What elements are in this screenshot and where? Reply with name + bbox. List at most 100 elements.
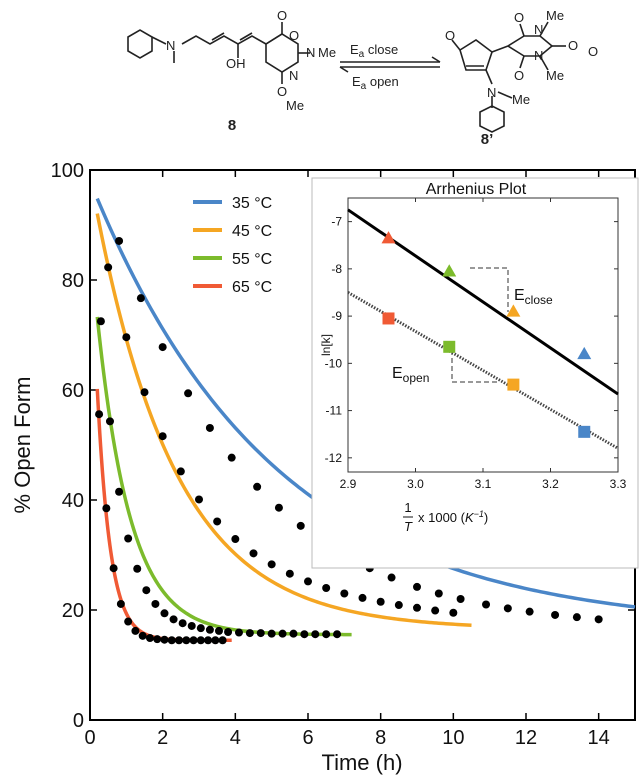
atom-label: Me xyxy=(318,45,336,60)
compound-label-closed: 8’ xyxy=(481,131,494,148)
data-point xyxy=(322,584,331,592)
inset-x-label: 1 T x 1000 (K−1) xyxy=(403,500,488,534)
y-axis-ticks: 0 20 40 60 80 100 xyxy=(51,160,635,732)
data-point xyxy=(234,628,243,637)
atom-label: O xyxy=(289,28,299,43)
atom-label: O xyxy=(277,8,287,23)
data-point xyxy=(304,577,312,586)
data-point xyxy=(122,333,131,342)
data-point xyxy=(196,636,205,645)
data-point xyxy=(145,634,154,643)
inset-background xyxy=(311,177,639,569)
inset-y-label: ln[k] xyxy=(319,334,333,356)
data-point xyxy=(140,388,149,397)
x-tick-label: 6 xyxy=(302,727,313,749)
data-point xyxy=(572,613,581,622)
data-point xyxy=(311,630,320,639)
data-point xyxy=(227,453,236,462)
data-point xyxy=(189,636,198,645)
e-close-guide xyxy=(470,267,509,312)
inset-y-tick-label: -10 xyxy=(325,356,343,370)
atom-label: N xyxy=(487,85,496,100)
data-point xyxy=(503,604,512,613)
data-point xyxy=(142,586,151,595)
square-marker xyxy=(443,340,456,353)
data-point xyxy=(267,560,276,569)
compound-label-open: 8 xyxy=(228,117,236,134)
data-point xyxy=(182,636,191,645)
data-point xyxy=(136,294,145,303)
data-point xyxy=(158,343,167,352)
ea-close-word: close xyxy=(364,42,398,57)
ea-close-label: Ea close xyxy=(350,42,398,60)
data-point xyxy=(394,601,403,610)
data-point xyxy=(340,589,349,598)
e-open-sub: open xyxy=(403,371,430,385)
triangle-marker xyxy=(506,304,521,317)
inset-x-label-num: 1 xyxy=(404,500,411,515)
data-point xyxy=(322,630,331,639)
data-point xyxy=(102,504,111,513)
data-point xyxy=(211,636,220,645)
legend-label: 35 °C xyxy=(232,195,272,212)
data-point xyxy=(249,549,258,558)
data-point xyxy=(224,628,233,636)
atom-label: O xyxy=(514,68,524,83)
legend-label: 45 °C xyxy=(232,223,272,240)
data-point xyxy=(153,635,162,644)
x-tick-label: 2 xyxy=(157,727,168,749)
data-point xyxy=(176,467,185,476)
legend-label: 65 °C xyxy=(232,279,272,296)
inset-x-label-text: x 1000 ( xyxy=(418,510,466,525)
data-point xyxy=(205,625,214,634)
data-point xyxy=(138,631,147,640)
inset-x-tick-label: 3.0 xyxy=(407,477,424,491)
square-marker xyxy=(578,425,591,438)
atom-label: Me xyxy=(286,98,304,113)
bond xyxy=(519,23,525,37)
data-point xyxy=(131,626,140,635)
bond xyxy=(265,33,283,45)
inset-activation-guides xyxy=(451,267,509,383)
atom-label: N xyxy=(289,68,298,83)
y-tick-label: 80 xyxy=(62,270,84,292)
bond xyxy=(211,32,225,41)
data-point xyxy=(449,608,458,617)
data-point xyxy=(196,624,205,633)
y-tick-label: 40 xyxy=(62,490,84,512)
data-point xyxy=(267,629,276,638)
inset-y-tick-label: -11 xyxy=(326,404,343,418)
data-point xyxy=(289,629,298,638)
data-point xyxy=(413,603,421,612)
x-tick-label: 8 xyxy=(375,727,386,749)
data-point xyxy=(296,521,305,530)
ea-open-label: Ea open xyxy=(352,74,399,92)
x-axis-ticks: 0 2 4 6 8 10 12 14 xyxy=(84,170,610,749)
data-point xyxy=(525,607,534,616)
cyclopentenone-ring xyxy=(459,39,493,71)
data-point xyxy=(333,630,342,639)
e-open-annotation: Eopen xyxy=(392,365,429,385)
bond xyxy=(519,55,525,69)
atom-label: OH xyxy=(226,56,246,71)
bond xyxy=(239,32,253,41)
reaction-scheme-labels: N OH O O N Me O N Me O O N O O N Me Me N… xyxy=(166,8,598,148)
data-point xyxy=(105,417,114,426)
data-point xyxy=(413,582,421,591)
inset-x-label-rest: x 1000 (K−1) xyxy=(418,509,488,525)
data-point xyxy=(245,629,254,638)
data-point xyxy=(133,564,142,573)
ea-close-e: E xyxy=(350,42,359,57)
arrhenius-inset: Arrhenius Plot -7 -8 -9 -10 -11 -12 2.9 3.0 3.1… xyxy=(311,177,639,569)
data-point xyxy=(434,589,443,598)
y-tick-label: 0 xyxy=(73,710,84,732)
data-point xyxy=(387,573,396,582)
phenyl-ring-left xyxy=(127,29,153,59)
data-point xyxy=(231,535,240,544)
y-tick-label: 100 xyxy=(51,160,84,182)
x-tick-label: 12 xyxy=(515,727,537,749)
x-tick-label: 0 xyxy=(84,727,95,749)
data-point xyxy=(278,629,287,638)
data-point xyxy=(175,636,184,645)
y-tick-label: 20 xyxy=(62,600,84,622)
